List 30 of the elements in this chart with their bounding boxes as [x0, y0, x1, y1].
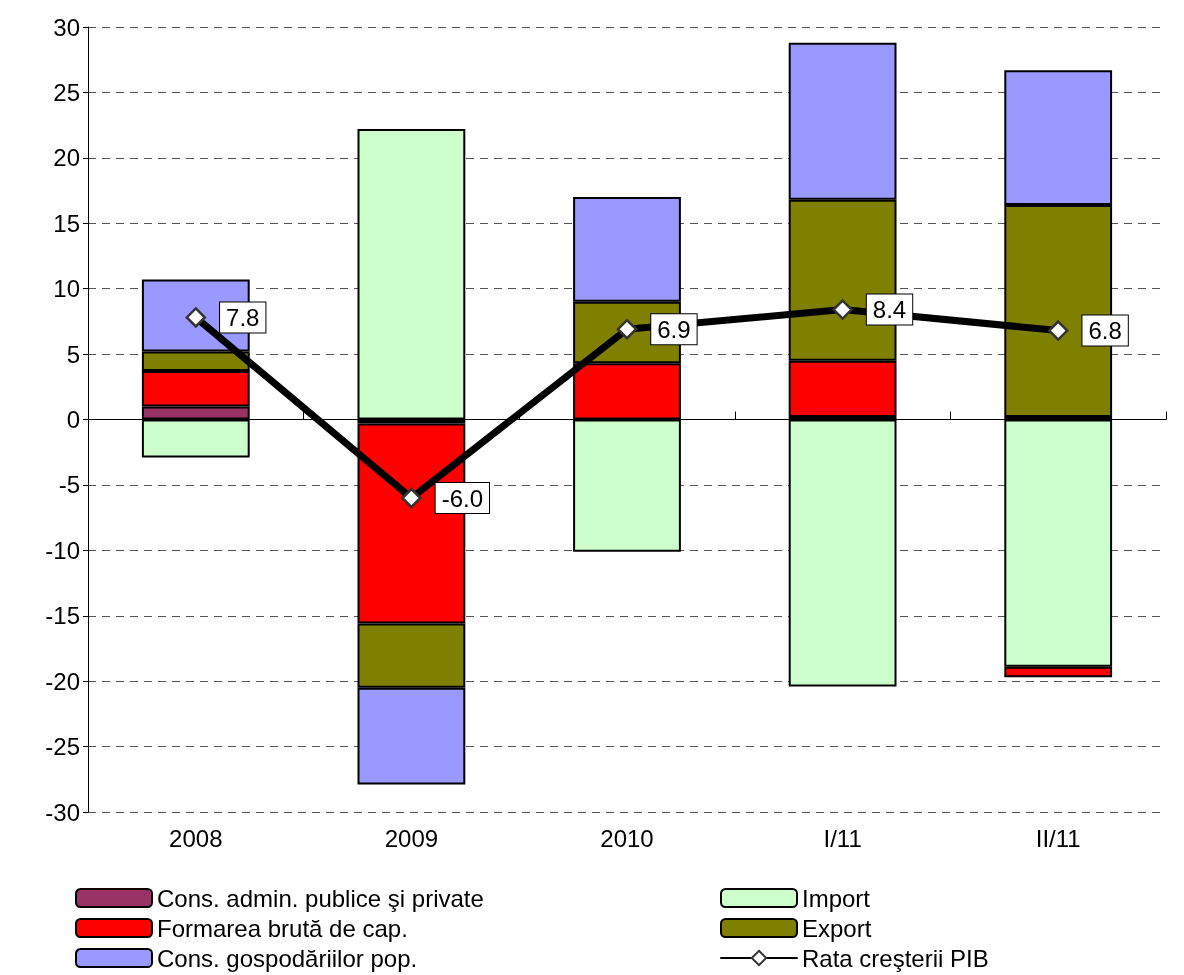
x-tick-label: II/11 — [1035, 824, 1081, 852]
legend-label: Cons. admin. publice şi private — [157, 884, 484, 912]
y-tick-label: -5 — [58, 471, 80, 499]
y-tick-label: 5 — [66, 340, 80, 368]
y-tick-label: 10 — [53, 275, 80, 303]
data-label: 6.9 — [657, 315, 691, 343]
data-label: -6.0 — [441, 484, 484, 512]
x-tick-label: 2010 — [600, 824, 654, 852]
x-tick-label: I/11 — [823, 824, 862, 852]
x-tick-label: 2009 — [384, 824, 439, 852]
x-tick-label: 2008 — [169, 824, 223, 852]
y-tick-label: -20 — [45, 667, 80, 695]
legend-label: Rata creşterii PIB — [802, 944, 989, 972]
legend-label: Import — [802, 884, 871, 912]
data-label: 8.4 — [872, 296, 907, 324]
y-tick-label: -30 — [45, 798, 80, 826]
y-tick-label: 20 — [53, 144, 80, 172]
legend-label: Export — [802, 914, 872, 942]
y-tick-label: 30 — [53, 13, 80, 41]
y-tick-label: 15 — [53, 209, 80, 237]
y-tick-label: 25 — [53, 78, 80, 106]
data-label: 7.8 — [226, 303, 260, 331]
y-tick-label: -25 — [45, 733, 80, 761]
y-tick-label: 0 — [66, 406, 80, 433]
legend-label: Formarea brută de cap. — [157, 914, 408, 942]
data-label: 6.8 — [1088, 317, 1122, 345]
y-tick-label: -10 — [45, 536, 80, 564]
legend-label: Cons. gospodăriilor pop. — [157, 944, 418, 972]
y-tick-label: -15 — [45, 602, 80, 630]
bar — [788, 419, 897, 687]
